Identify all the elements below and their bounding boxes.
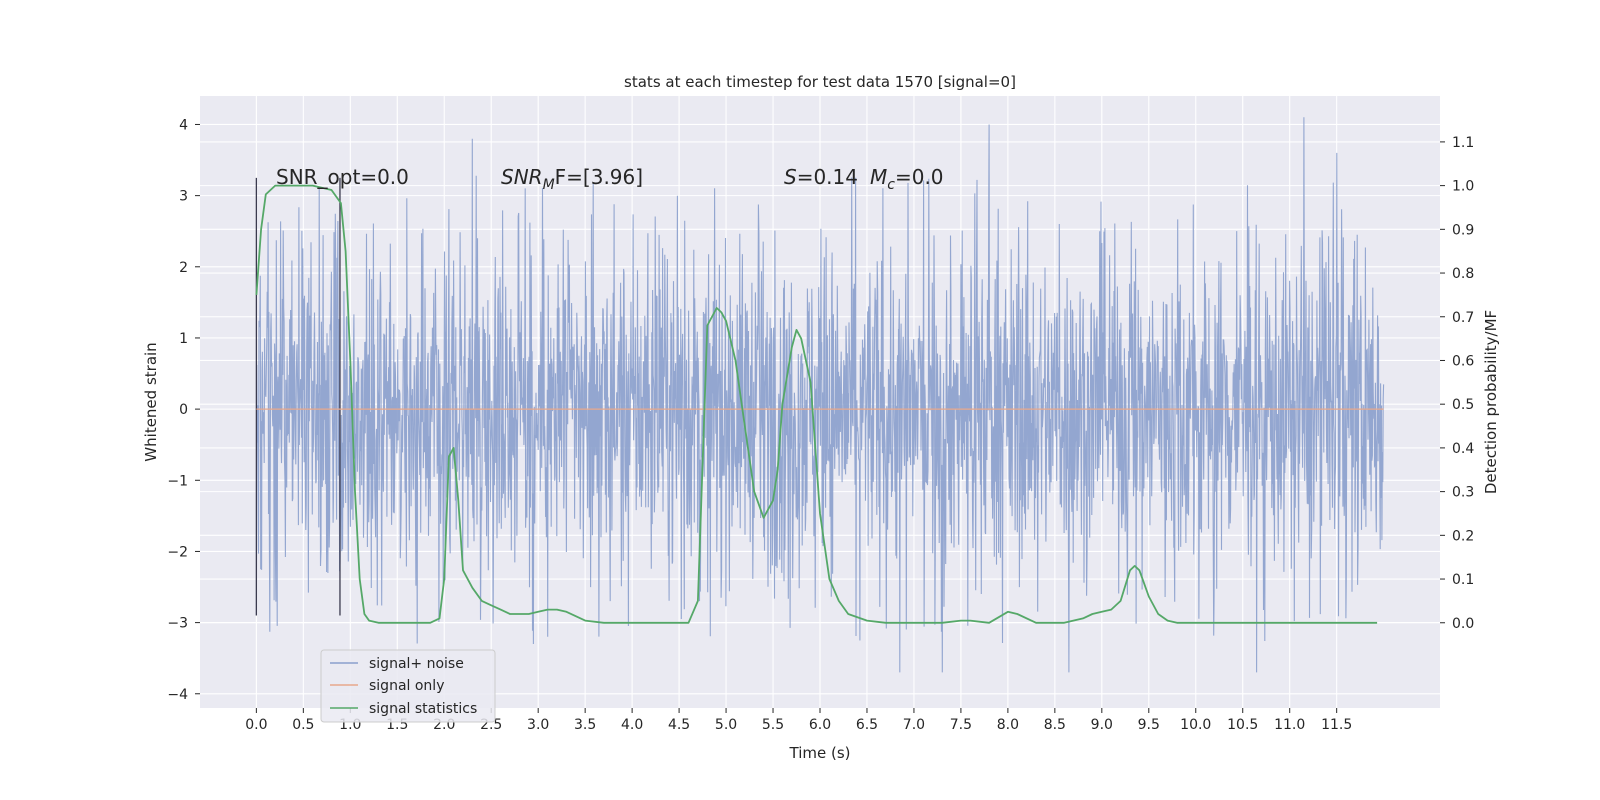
y-tick-label: −4 [167,687,188,703]
x-tick-label: 6.5 [856,717,878,733]
noise-series-layer [255,117,1385,673]
x-tick-label: 5.0 [715,717,737,733]
x-tick-label: 6.0 [809,717,831,733]
annotation-s-mc: S=0.14 Mc=0.0 [784,165,944,193]
chart-title: stats at each timestep for test data 157… [624,73,1016,91]
y2-tick-label: 0.0 [1452,616,1474,632]
mc-value: =0.0 [895,165,944,189]
legend-label-signal-only: signal only [369,678,444,694]
x-tick-label: 9.5 [1138,717,1160,733]
x-tick-label: 11.0 [1274,717,1305,733]
y-tick-label: −2 [167,544,188,560]
legend: signal+ noise signal only signal statist… [320,649,496,723]
x-tick-label: 7.5 [950,717,972,733]
x-tick-label: 5.5 [762,717,784,733]
y-tick-label: −1 [167,473,188,489]
y-tick-label: 1 [179,331,188,347]
s-value: =0.14 [797,165,858,189]
x-tick-label: 8.5 [1044,717,1066,733]
x-tick-label: 3.5 [574,717,596,733]
y2-tick-label: 0.8 [1452,266,1474,282]
y-tick-label: 2 [179,260,188,276]
series-signal-noise [255,117,1385,673]
y-tick-label: 4 [179,117,188,133]
x-tick-label: 7.0 [903,717,925,733]
snr-mf-label: SNR [501,165,543,189]
x-tick-label: 0.5 [292,717,314,733]
mc-subscript: c [887,177,895,193]
annotation-snr-mf: SNRMF=[3.96] [501,165,643,193]
s-label: S [784,165,797,189]
x-tick-label: 8.0 [997,717,1019,733]
y-tick-label: 0 [179,402,188,418]
legend-label-signal-noise: signal+ noise [369,656,464,672]
legend-box [320,649,496,723]
x-tick-label: 11.5 [1321,717,1352,733]
x-tick-label: 3.0 [527,717,549,733]
x-tick-label: 0.0 [245,717,267,733]
y-tick-label: −3 [167,616,188,632]
line-series-layer [255,177,1384,624]
y2-tick-label: 1.1 [1452,135,1474,151]
y2-tick-label: 0.6 [1452,353,1474,369]
x-axis-title: Time (s) [789,744,851,762]
x-tick-label: 4.0 [621,717,643,733]
y2-tick-label: 0.4 [1452,441,1474,457]
x-tick-label: 4.5 [668,717,690,733]
y2-axis-title: Detection probability/MF [1482,310,1500,494]
y2-tick-label: 0.9 [1452,222,1474,238]
y2-tick-label: 0.3 [1452,485,1474,501]
y2-tick-label: 0.5 [1452,397,1474,413]
x-tick-label: 10.5 [1227,717,1258,733]
mc-label: M [870,165,887,189]
y-axis-title: Whitened strain [142,342,160,461]
y2-tick-label: 0.2 [1452,528,1474,544]
legend-label-signal-statistics: signal statistics [369,701,477,717]
snr-mf-subscript: M [543,177,555,193]
y2-tick-label: 0.7 [1452,310,1474,326]
snr-mf-value: F=[3.96] [555,165,643,189]
y2-tick-label: 0.1 [1452,572,1474,588]
series-signal-statistics [255,184,1378,624]
y2-tick-label: 1.0 [1452,179,1474,195]
x-tick-label: 9.0 [1091,717,1113,733]
x-tick-label: 10.0 [1180,717,1211,733]
y-tick-label: 3 [179,189,188,205]
annotation-snr-opt: SNR_opt=0.0 [276,165,409,189]
